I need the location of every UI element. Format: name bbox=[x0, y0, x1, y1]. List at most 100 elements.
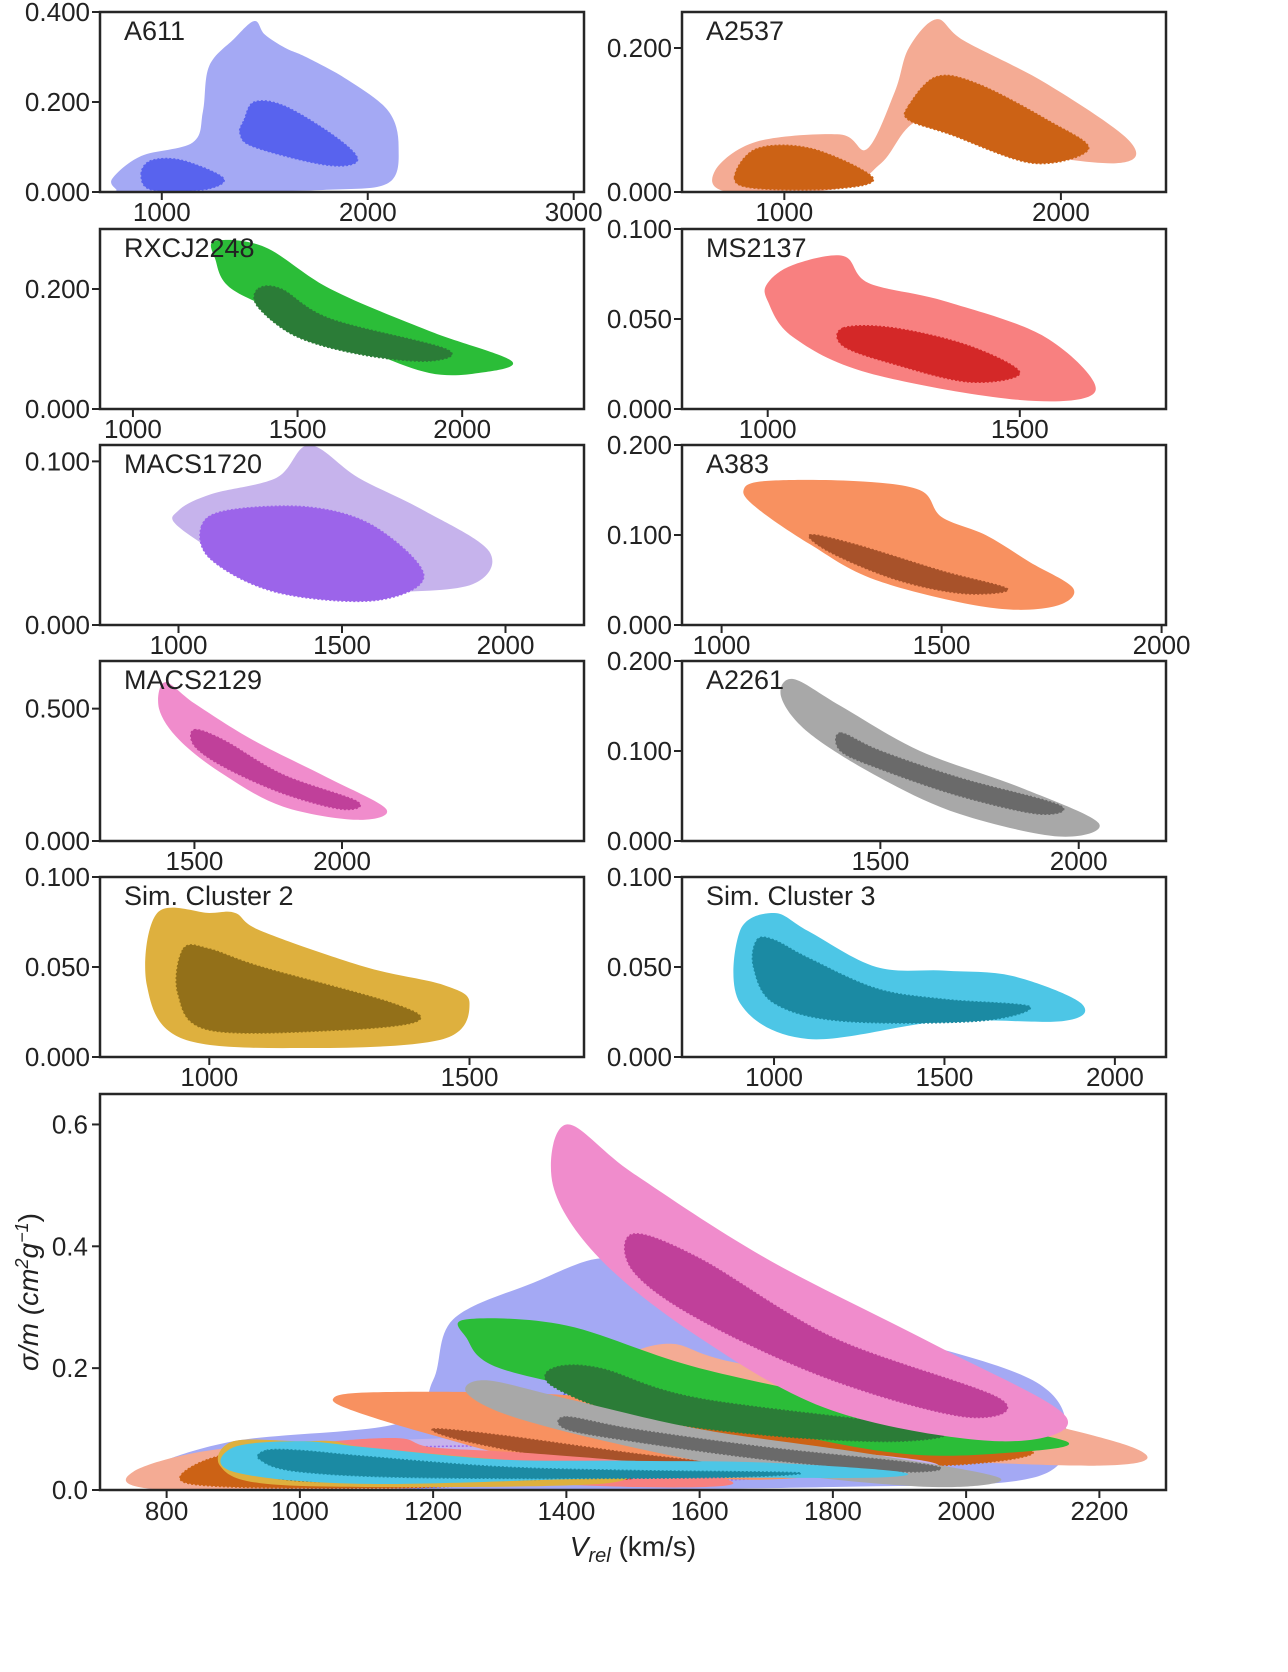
panel-ms2137: 1000 1500 0.000 0.050 0.100 MS2137 bbox=[607, 214, 1168, 444]
panel-a611: 1000 2000 3000 0.000 0.200 0.400 A611 bbox=[25, 0, 603, 227]
x-tick-label: 1000 bbox=[739, 414, 797, 444]
y-tick-label: 0.100 bbox=[25, 862, 90, 892]
y-tick-label: 0.100 bbox=[607, 520, 672, 550]
y-tick-label: 0.000 bbox=[607, 1042, 672, 1072]
panel-a2537: 1000 2000 0.000 0.200 A2537 bbox=[607, 10, 1168, 227]
contour-inner bbox=[808, 533, 1009, 595]
panel-sim-cluster-2: 1000 1500 0.000 0.050 0.100 Sim. Cluster 2 bbox=[25, 862, 586, 1092]
contour-inner bbox=[751, 936, 1032, 1024]
x-tick-label: 800 bbox=[145, 1496, 188, 1526]
panel-title: A383 bbox=[706, 449, 769, 479]
x-tick-label: 1000 bbox=[133, 197, 191, 227]
panel-title: Sim. Cluster 3 bbox=[706, 881, 876, 911]
y-tick-label: 0.2 bbox=[52, 1353, 88, 1383]
y-tick-label: 0.200 bbox=[607, 430, 672, 460]
contour-inner bbox=[733, 144, 875, 191]
y-tick-label: 0.500 bbox=[25, 694, 90, 724]
contour-inner bbox=[140, 157, 225, 192]
x-tick-label: 1400 bbox=[537, 1496, 595, 1526]
panel-title: MACS2129 bbox=[124, 665, 262, 695]
panel-title: A2261 bbox=[706, 665, 784, 695]
y-tick-label: 0.4 bbox=[52, 1231, 88, 1261]
y-tick-label: 0.0 bbox=[52, 1475, 88, 1505]
contour-inner bbox=[238, 100, 359, 167]
panel-combined: 800 1000 1200 1400 1600 1800 2000 2200 0.0 0.2 0.4… bbox=[12, 1092, 1168, 1567]
contour-inner bbox=[544, 1364, 947, 1443]
y-tick-label: 0.200 bbox=[607, 646, 672, 676]
panel-title: MACS1720 bbox=[124, 449, 262, 479]
y-tick-label: 0.100 bbox=[607, 736, 672, 766]
x-tick-label: 2000 bbox=[1086, 1062, 1144, 1092]
x-tick-label: 1500 bbox=[441, 1062, 499, 1092]
x-tick-label: 1600 bbox=[671, 1496, 729, 1526]
contour-outer bbox=[550, 1124, 1069, 1442]
y-tick-label: 0.000 bbox=[25, 1042, 90, 1072]
panel-title: MS2137 bbox=[706, 233, 807, 263]
x-tick-label: 1500 bbox=[916, 1062, 974, 1092]
x-tick-label: 2000 bbox=[1050, 846, 1108, 876]
x-tick-label: 2000 bbox=[1032, 197, 1090, 227]
x-tick-label: 1000 bbox=[693, 630, 751, 660]
y-tick-label: 0.050 bbox=[607, 952, 672, 982]
y-tick-label: 0.050 bbox=[607, 304, 672, 334]
y-tick-label: 0.000 bbox=[607, 610, 672, 640]
x-tick-label: 1000 bbox=[755, 197, 813, 227]
y-tick-label: 0.200 bbox=[25, 274, 90, 304]
panel-macs1720: 1000 1500 2000 0.000 0.100 MACS1720 bbox=[25, 443, 586, 660]
contour-outer bbox=[743, 479, 1075, 610]
contour-inner bbox=[903, 74, 1090, 165]
contour-inner bbox=[256, 1448, 802, 1480]
axes-frame bbox=[98, 1092, 1168, 1492]
x-tick-label: 1500 bbox=[851, 846, 909, 876]
x-tick-label: 2000 bbox=[339, 197, 397, 227]
x-tick-label: 1000 bbox=[104, 414, 162, 444]
contour-inner bbox=[199, 505, 425, 603]
x-tick-label: 1500 bbox=[313, 630, 371, 660]
x-tick-label: 2000 bbox=[937, 1496, 995, 1526]
x-tick-label: 1000 bbox=[271, 1496, 329, 1526]
y-tick-label: 0.000 bbox=[25, 177, 90, 207]
y-tick-label: 0.200 bbox=[607, 33, 672, 63]
contour-inner bbox=[557, 1416, 942, 1473]
y-tick-label: 0.100 bbox=[607, 214, 672, 244]
contour-inner bbox=[836, 325, 1021, 384]
contour-inner bbox=[623, 1233, 1009, 1419]
panel-title: RXCJ2248 bbox=[124, 233, 255, 263]
x-tick-label: 1800 bbox=[804, 1496, 862, 1526]
contour-outer bbox=[210, 239, 514, 376]
contour-outer bbox=[764, 255, 1096, 402]
x-tick-label: 1200 bbox=[404, 1496, 462, 1526]
y-tick-label: 0.100 bbox=[25, 446, 90, 476]
y-tick-label: 0.000 bbox=[25, 394, 90, 424]
series-sim-cluster-3 bbox=[220, 1441, 909, 1485]
axes-frame bbox=[98, 227, 586, 411]
x-tick-label: 3000 bbox=[545, 197, 603, 227]
x-axis-title: Vrel (km/s) bbox=[570, 1531, 696, 1567]
panel-title: A2537 bbox=[706, 16, 784, 46]
y-tick-label: 0.6 bbox=[52, 1109, 88, 1139]
x-tick-label: 2000 bbox=[1133, 630, 1191, 660]
y-tick-label: 0.000 bbox=[25, 826, 90, 856]
contour-inner bbox=[253, 285, 453, 362]
x-tick-label: 1500 bbox=[166, 846, 224, 876]
panel-a383: 1000 1500 2000 0.000 0.100 0.200 A383 bbox=[607, 430, 1191, 660]
y-tick-label: 0.000 bbox=[607, 394, 672, 424]
y-tick-label: 0.200 bbox=[25, 87, 90, 117]
panel-title: A611 bbox=[124, 16, 185, 46]
panel-rxcj2248: 1000 1500 2000 0.000 0.200 RXCJ2248 bbox=[25, 227, 586, 444]
series-macs2129 bbox=[550, 1124, 1069, 1442]
x-tick-label: 2200 bbox=[1070, 1496, 1128, 1526]
contour-inner bbox=[189, 728, 362, 811]
panel-sim-cluster-3: 1000 1500 2000 0.000 0.050 0.100 Sim. Cluster … bbox=[607, 862, 1168, 1092]
x-tick-label: 1000 bbox=[150, 630, 208, 660]
x-tick-label: 1500 bbox=[913, 630, 971, 660]
y-tick-label: 0.000 bbox=[25, 610, 90, 640]
y-tick-label: 0.000 bbox=[607, 826, 672, 856]
axes-frame bbox=[680, 10, 1168, 194]
x-tick-label: 1000 bbox=[180, 1062, 238, 1092]
contour-outer bbox=[158, 682, 388, 820]
y-tick-label: 0.100 bbox=[607, 862, 672, 892]
y-tick-label: 0.050 bbox=[25, 952, 90, 982]
x-tick-label: 2000 bbox=[477, 630, 535, 660]
